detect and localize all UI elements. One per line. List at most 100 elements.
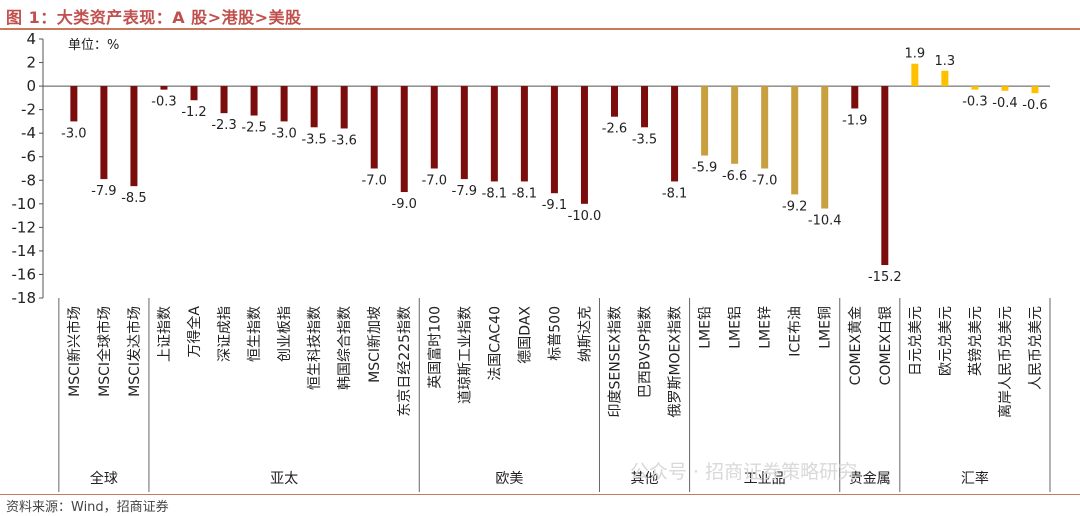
category-label: ICE布油 [788, 306, 804, 357]
category-label: 印度SENSEX指数 [607, 306, 623, 418]
bar [490, 86, 498, 182]
category-label: 上证指数 [157, 306, 173, 362]
bar [851, 86, 859, 109]
y-tick-label: -14 [12, 242, 37, 260]
bar-value-label: 1.3 [935, 54, 956, 69]
bar-value-label: -3.0 [61, 126, 86, 141]
watermark-text: 公众号 · 招商证券策略研究 [630, 461, 857, 483]
bar [190, 86, 198, 101]
bar [1031, 86, 1039, 94]
category-label: 深证成指 [217, 306, 233, 362]
bar-value-label: 1.9 [904, 47, 925, 62]
category-label: MSCI发达市场 [126, 306, 143, 397]
bar-value-label: -3.5 [632, 132, 657, 147]
bar [580, 86, 588, 204]
bar-value-label: -5.9 [692, 161, 717, 176]
bar-value-label: -3.6 [331, 133, 356, 148]
bar [671, 86, 679, 182]
bar [430, 86, 438, 169]
group-label: 欧美 [495, 471, 523, 487]
category-label: 道琼斯工业指数 [457, 306, 473, 404]
bar-value-label: -15.2 [868, 270, 902, 285]
bar [821, 86, 829, 209]
bar [130, 86, 138, 187]
bar-value-label: -0.3 [151, 95, 176, 110]
bar-value-label: -8.5 [121, 191, 146, 206]
bar-value-label: -9.0 [392, 197, 417, 212]
bar-value-label: -8.1 [512, 186, 537, 201]
category-label: 英镑兑美元 [967, 306, 984, 376]
group-label: 贵金属 [849, 471, 891, 487]
bar [761, 86, 769, 169]
category-label: MSCI新加坡 [367, 306, 383, 383]
bar [460, 86, 468, 180]
y-tick-label: -18 [12, 289, 37, 307]
bar-chart: 4 2 0 -2 -4 -6 -8 -10 -12 -14 -16 -18 单位：% 全球 亚太 欧美 其他 工业… [12, 30, 1051, 492]
y-tick-label: 4 [26, 30, 36, 48]
group-label: 汇率 [961, 470, 989, 487]
bar [941, 70, 949, 87]
bar-value-label: -7.0 [362, 174, 387, 189]
category-label: 巴西BVSP指数 [638, 306, 654, 398]
title-rule [0, 28, 1080, 30]
bar-value-label: -1.2 [181, 105, 206, 120]
group-label: 全球 [90, 470, 118, 487]
bar-value-label: -0.6 [1022, 98, 1047, 113]
bar-value-label: -2.5 [241, 121, 266, 136]
category-label: 纳斯达克 [577, 306, 593, 362]
category-label: 英国富时100 [426, 306, 443, 389]
y-tick-label: -6 [21, 148, 36, 166]
bar [70, 86, 78, 122]
bar-value-label: -7.0 [422, 174, 447, 189]
y-tick-label: 2 [26, 54, 36, 72]
category-label: LME铜 [818, 306, 834, 349]
category-label: 日元兑美元 [908, 306, 924, 376]
bar [971, 86, 979, 90]
category-label: 恒生指数 [247, 306, 263, 362]
bar [641, 86, 649, 128]
bar [160, 86, 168, 90]
category-label: 创业板指 [277, 306, 293, 362]
bar [791, 86, 799, 195]
bar [911, 63, 919, 87]
bar [220, 86, 228, 114]
unit-label: 单位：% [68, 38, 119, 53]
category-label: 东京日经225指数 [397, 306, 413, 417]
bar-value-label: -2.6 [602, 122, 627, 137]
bar-value-label: -6.6 [722, 169, 747, 184]
bar-value-label: -3.0 [271, 126, 296, 141]
bar [550, 86, 558, 194]
figure-title: 图 1：大类资产表现：A 股>港股>美股 [6, 8, 302, 27]
bar [250, 86, 258, 116]
category-label: 法国CAC40 [487, 306, 503, 381]
bar-value-label: -0.4 [992, 96, 1017, 111]
category-label: 人民币兑美元 [1028, 306, 1044, 390]
bar-value-label: -10.4 [808, 214, 842, 229]
bottom-rule [0, 494, 1080, 495]
y-tick-label: -16 [12, 265, 37, 283]
category-label: MSCI全球市场 [96, 306, 113, 397]
bar-value-label: -8.1 [482, 186, 507, 201]
source-note: 资料来源：Wind，招商证券 [6, 500, 169, 515]
group-label: 亚太 [270, 471, 298, 487]
category-label: COMEX白银 [878, 306, 894, 385]
bar [100, 86, 108, 180]
bar [280, 86, 288, 122]
bar [370, 86, 378, 169]
category-label: 德国DAX [517, 306, 533, 364]
category-label: 万得全A [186, 306, 203, 358]
category-label: 俄罗斯MOEX指数 [668, 306, 684, 418]
y-tick-label: -10 [12, 195, 37, 213]
bar [400, 86, 408, 193]
y-tick-label: -12 [12, 218, 37, 236]
bar-value-label: -10.0 [568, 209, 602, 224]
y-tick-label: -2 [21, 101, 36, 119]
bar-value-label: -9.1 [542, 198, 567, 213]
bar [881, 86, 889, 266]
y-tick-label: -4 [21, 124, 36, 142]
category-label: LME铝 [728, 306, 744, 349]
category-label: LME铅 [698, 306, 714, 349]
bar-value-label: -9.2 [782, 199, 807, 214]
bar-value-label: -1.9 [842, 113, 867, 128]
bar-value-label: -7.0 [752, 174, 777, 189]
